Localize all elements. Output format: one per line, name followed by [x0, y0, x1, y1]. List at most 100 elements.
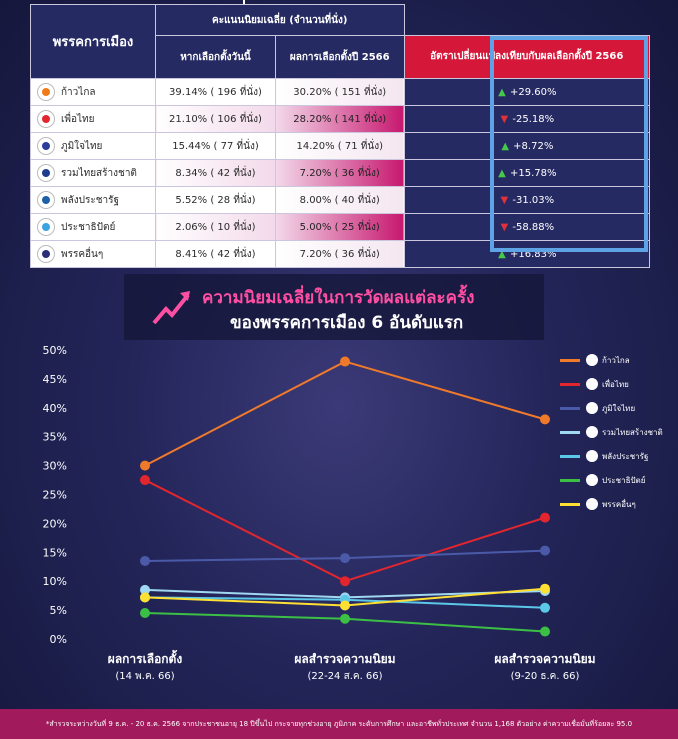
- legend-swatch: [560, 382, 580, 386]
- party-name: ภูมิใจไทย: [61, 141, 103, 152]
- table-row: ประชาธิปัตย์ 2.06% ( 10 ที่นั่ง) 5.00% ( 2…: [30, 213, 650, 241]
- chart-title-line2: ของพรรคการเมือง 6 อันดับแรก: [230, 313, 464, 333]
- line-chart: 0% 5% 10% 15% 20% 25% 30% 35% 40% 45% 50% ผลการเลือ…: [43, 344, 596, 682]
- avg-header: คะแนนนิยมเฉลี่ย (จำนวนที่นั่ง): [155, 4, 405, 36]
- data-point: [340, 613, 350, 624]
- y-tick-label: 35%: [43, 431, 67, 444]
- y-tick-label: 20%: [43, 517, 67, 530]
- party-cell: รวมไทยสร้างชาติ: [30, 159, 156, 187]
- chart-legend: ก้าวไกลเพื่อไทยภูมิใจไทยรวมไทยสร้างชาติพ…: [560, 348, 663, 516]
- party-logo-icon: [37, 191, 55, 209]
- legend-label: รวมไทยสร้างชาติ: [602, 427, 663, 437]
- legend-swatch: [560, 454, 580, 458]
- change-cell: ▲ +16.83%: [403, 240, 650, 268]
- change-cell: ▼ -58.88%: [403, 213, 650, 241]
- arrow-up-icon: ▲: [501, 140, 510, 152]
- legend-label: พรรคอื่นๆ: [602, 499, 636, 509]
- y2566-cell: 30.20% ( 151 ที่นั่ง): [274, 78, 405, 106]
- legend-item: พลังประชารัฐ: [560, 444, 663, 468]
- data-point: [140, 475, 150, 486]
- legend-label: ภูมิใจไทย: [602, 403, 636, 413]
- y-tick-label: 0%: [50, 633, 67, 646]
- arrow-down-icon: ▼: [500, 113, 509, 125]
- table-row: ภูมิใจไทย 15.44% ( 77 ที่นั่ง) 14.20% ( 71…: [30, 132, 650, 160]
- party-logo-icon: [586, 498, 598, 510]
- data-point: [140, 555, 150, 566]
- change-cell: ▲ +15.78%: [403, 159, 650, 187]
- party-name: ประชาธิปัตย์: [61, 222, 116, 233]
- data-point: [540, 583, 550, 594]
- footer-note: *สำรวจระหว่างวันที่ 9 ธ.ค. - 20 ธ.ค. 256…: [0, 709, 678, 739]
- party-cell: พรรคอื่นๆ: [30, 240, 156, 268]
- party-name: พรรคอื่นๆ: [61, 249, 104, 260]
- party-cell: พลังประชารัฐ: [30, 186, 156, 214]
- today-cell: 2.06% ( 10 ที่นั่ง): [155, 213, 276, 241]
- legend-item: ภูมิใจไทย: [560, 396, 663, 420]
- data-point: [540, 545, 550, 556]
- data-point: [140, 584, 150, 595]
- y-tick-label: 25%: [43, 489, 67, 502]
- legend-item: เพื่อไทย: [560, 372, 663, 396]
- today-cell: 15.44% ( 77 ที่นั่ง): [155, 132, 276, 160]
- party-logo-icon: [586, 474, 598, 486]
- y2566-cell: 28.20% ( 141 ที่นั่ง): [274, 105, 405, 133]
- party-logo-icon: [37, 245, 55, 263]
- change-cell: ▼ -31.03%: [403, 186, 650, 214]
- legend-swatch: [560, 502, 580, 506]
- change-cell: ▲ +29.60%: [403, 78, 650, 106]
- party-name: ก้าวไกล: [61, 87, 96, 98]
- data-point: [340, 600, 350, 611]
- change-value: -58.88%: [512, 221, 555, 233]
- data-point: [540, 512, 550, 523]
- trend-up-icon: [152, 291, 190, 325]
- legend-swatch: [560, 358, 580, 362]
- legend-label: เพื่อไทย: [602, 379, 629, 389]
- table-row: รวมไทยสร้างชาติ 8.34% ( 42 ที่นั่ง) 7.20% …: [30, 159, 650, 187]
- today-cell: 8.34% ( 42 ที่นั่ง): [155, 159, 276, 187]
- results-table: พรรคการเมือง คะแนนนิยมเฉลี่ย (จำนวนที่นั…: [30, 4, 650, 268]
- table-row: พรรคอื่นๆ 8.41% ( 42 ที่นั่ง) 7.20% ( 36 ท…: [30, 240, 650, 268]
- col-today-header: หากเลือกตั้งวันนี้: [155, 35, 276, 79]
- y-tick-label: 45%: [43, 373, 67, 386]
- change-cell: ▲ +8.72%: [403, 132, 650, 160]
- legend-item: พรรคอื่นๆ: [560, 492, 663, 516]
- party-name: เพื่อไทย: [61, 114, 95, 125]
- title-box: [124, 274, 544, 340]
- data-point: [540, 414, 550, 425]
- y-tick-label: 10%: [43, 575, 67, 588]
- party-logo-icon: [37, 218, 55, 236]
- legend-label: ก้าวไกล: [602, 355, 630, 365]
- y2566-cell: 14.20% ( 71 ที่นั่ง): [274, 132, 405, 160]
- today-cell: 21.10% ( 106 ที่นั่ง): [155, 105, 276, 133]
- data-point: [140, 592, 150, 603]
- party-logo-icon: [586, 426, 598, 438]
- x-tick-label: ผลสำรวจความนิยม: [294, 652, 395, 666]
- col-2566-header: ผลการเลือกตั้งปี 2566: [274, 35, 405, 79]
- series-line: [144, 479, 546, 583]
- x-tick-label: ผลการเลือกตั้ง: [108, 649, 183, 666]
- today-cell: 39.14% ( 196 ที่นั่ง): [155, 78, 276, 106]
- arrow-down-icon: ▼: [500, 194, 509, 206]
- party-logo-icon: [586, 354, 598, 366]
- party-name: รวมไทยสร้างชาติ: [61, 168, 137, 179]
- party-cell: เพื่อไทย: [30, 105, 156, 133]
- change-value: -25.18%: [512, 113, 555, 125]
- change-value: +15.78%: [509, 167, 557, 179]
- data-point: [140, 607, 150, 618]
- today-cell: 8.41% ( 42 ที่นั่ง): [155, 240, 276, 268]
- party-name: พลังประชารัฐ: [61, 195, 119, 206]
- col-change-header: อัตราเปลี่ยนแปลงเทียบกับผลเลือกตั้งปี 25…: [403, 35, 650, 79]
- change-value: -31.03%: [512, 194, 555, 206]
- y-tick-label: 50%: [43, 344, 67, 357]
- y-tick-label: 30%: [43, 460, 67, 473]
- party-logo-icon: [586, 378, 598, 390]
- change-value: +8.72%: [513, 140, 554, 152]
- party-logo-icon: [37, 83, 55, 101]
- today-cell: 5.52% ( 28 ที่นั่ง): [155, 186, 276, 214]
- arrow-up-icon: ▲: [498, 86, 506, 98]
- arrow-up-icon: ▲: [498, 167, 506, 179]
- party-logo-icon: [37, 164, 55, 182]
- data-point: [140, 460, 150, 471]
- y2566-cell: 7.20% ( 36 ที่นั่ง): [274, 159, 405, 187]
- change-value: +29.60%: [509, 86, 557, 98]
